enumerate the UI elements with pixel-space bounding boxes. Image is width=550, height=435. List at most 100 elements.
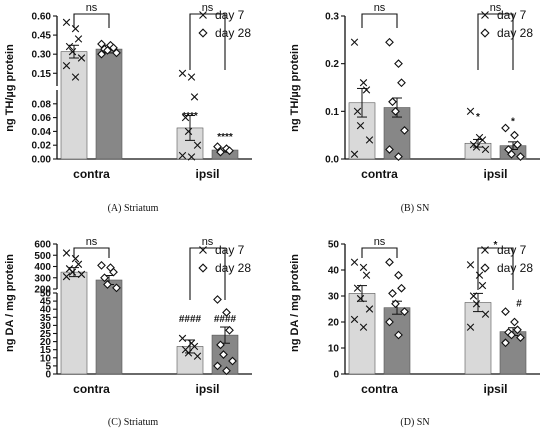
panel-b-point-ipsil-s1-5 — [516, 152, 525, 161]
panel-a-group — [53, 11, 252, 161]
panel-c-y-axis-label: ng DA / mg protein — [4, 254, 16, 352]
panel-a-y-tick-label-lower-2: 0.04 — [32, 127, 52, 138]
panel-d-significance-bracket-1 — [477, 247, 514, 290]
panel-c-point-contra-s0-1 — [71, 254, 80, 263]
panel-d-significance-bracket-0 — [361, 247, 398, 258]
panel-b-caption: (B) SN — [401, 203, 430, 214]
panel-c-y-tick-label-lower-7: 35 — [40, 313, 52, 324]
panel-a-y-tick-label-lower-0: 0.00 — [32, 155, 52, 166]
panel-c-y-tick-label-lower-10: 50 — [40, 289, 52, 300]
panel-c-y-tick-label-lower-2: 10 — [40, 353, 52, 364]
panel-c-point-ipsil-s1-2 — [225, 325, 234, 335]
panel-d-point-contra-s0-7 — [359, 323, 368, 331]
panel-d-caption: (D) SN — [400, 417, 429, 428]
panel-a-significance-bracket-1 — [189, 13, 226, 70]
panel-d-point-contra-s1-6 — [385, 317, 394, 327]
panel-c-y-tick-label-upper-1: 300 — [34, 273, 51, 284]
panel-d-point-contra-s1-4 — [391, 299, 400, 309]
panel-a-significance-label-1: ns — [202, 2, 214, 14]
panel-a-point-contra-s0-2 — [74, 35, 83, 43]
panel-d-legend-day28-marker — [480, 263, 490, 273]
panel-c-point-ipsil-s0-0 — [178, 334, 187, 343]
panel-c-x-category-label-contra: contra — [73, 382, 110, 396]
panel-a-significance-bracket-0 — [73, 13, 110, 28]
panel-a-point-contra-s0-1 — [71, 25, 80, 33]
panel-c-y-tick-label-upper-4: 600 — [34, 240, 51, 251]
panel-b-point-ipsil-s1-0 — [501, 123, 510, 133]
panel-d-y-axis-label: ng DA / mg protein — [289, 254, 301, 352]
panel-d-point-ipsil-s1-6 — [501, 338, 510, 348]
panel-c-y-tick-label-upper-3: 500 — [34, 251, 51, 262]
panel-a-point-ipsil-s0-1 — [187, 73, 196, 81]
panel-b-bar-contra-s0 — [348, 102, 376, 160]
panel-d-bar-contra-s1 — [383, 307, 411, 375]
panel-c-point-contra-s1-0 — [97, 260, 106, 270]
panel-c-point-ipsil-s0-4 — [184, 349, 193, 357]
panel-a-point-ipsil-s1-0 — [213, 142, 222, 151]
panel-b-point-contra-s0-5 — [365, 136, 374, 144]
panel-a-point-ipsil-s1-2 — [225, 146, 234, 156]
panel-a-point-ipsil-s0-3 — [181, 113, 190, 122]
panel-b-y-tick-label-main-0: 0.0 — [325, 155, 339, 166]
panel-d-x-category-label-contra: contra — [361, 382, 398, 396]
panel-d-legend-day28-label: day 28 — [497, 261, 533, 275]
panel-c-point-contra-s0-2 — [74, 260, 83, 268]
panel-b-legend-day7-marker — [481, 11, 489, 19]
panel-a-y-tick-label-lower-4: 0.08 — [32, 99, 52, 110]
panel-d-legend-day7-label: day 7 — [497, 243, 527, 257]
panel-c-y-tick-label-upper-2: 400 — [34, 262, 51, 273]
panel-a-y-axis-label: ng TH/µg protein — [4, 44, 16, 132]
panel-c-point-contra-s1-4 — [103, 280, 112, 289]
panel-b-point-contra-s1-2 — [397, 78, 406, 88]
panel-c-point-ipsil-s1-0 — [213, 295, 222, 304]
panel-c-point-contra-s0-5 — [77, 270, 86, 279]
panel-c-y-tick-label-lower-8: 40 — [40, 305, 52, 316]
panel-b-legend-day7-label: day 7 — [497, 8, 527, 22]
panel-d-point-contra-s0-3 — [353, 284, 362, 292]
panel-b-point-contra-s1-0 — [385, 37, 394, 47]
panel-c-bar-contra-s1 — [95, 279, 123, 375]
panel-d-y-tick-label-main-0: 0 — [333, 370, 339, 381]
panel-c-y-tick-label-lower-1: 5 — [45, 361, 51, 372]
panel-d-point-ipsil-s0-1 — [475, 271, 484, 279]
panel-a-point-contra-s1-6 — [97, 49, 106, 59]
panel-c-x-category-label-ipsil: ipsil — [195, 382, 219, 396]
panel-d-point-contra-s0-0 — [350, 258, 359, 266]
panel-d-point-ipsil-s0-3 — [469, 292, 478, 300]
panel-d-y-tick-label-main-5: 50 — [328, 240, 340, 251]
panel-c-legend-day7-marker — [199, 246, 207, 254]
panel-c-legend-day28-label: day 28 — [215, 261, 251, 275]
panel-a-y-tick-label-lower-1: 0.02 — [32, 141, 52, 152]
panel-a-comparison-mark-s1: **** — [217, 132, 233, 143]
panel-c-significance-label-1: ns — [202, 236, 214, 248]
panel-c-caption: (C) Striatum — [108, 417, 158, 428]
panel-c-point-contra-s1-3 — [100, 273, 109, 283]
panel-d-point-contra-s1-0 — [385, 257, 394, 267]
panel-c-point-ipsil-s1-3 — [216, 340, 225, 350]
panel-b-legend-day28-label: day 28 — [497, 26, 533, 40]
panel-d-significance-label-0: ns — [374, 236, 386, 248]
panel-a-y-tick-label-upper-2: 0.45 — [32, 31, 52, 42]
panel-c-group — [53, 243, 252, 376]
panel-a-point-contra-s0-3 — [65, 42, 74, 51]
panel-d-x-category-label-ipsil: ipsil — [483, 382, 507, 396]
panel-d-point-ipsil-s1-2 — [513, 325, 522, 335]
panel-c-point-ipsil-s1-6 — [213, 361, 222, 371]
panel-a-point-ipsil-s1-3 — [216, 147, 225, 157]
panel-d-group — [341, 243, 540, 375]
panel-b-group — [341, 11, 540, 161]
panel-d-bar-contra-s0 — [348, 293, 376, 375]
panel-d-point-ipsil-s0-2 — [478, 281, 487, 290]
panel-a-legend-day7-label: day 7 — [215, 8, 245, 22]
panel-c-significance-bracket-1 — [189, 247, 226, 300]
panel-a-point-contra-s0-5 — [77, 54, 86, 62]
panel-d-point-contra-s1-3 — [388, 289, 397, 298]
panel-d-point-ipsil-s1-4 — [507, 330, 516, 340]
panel-c-bar-contra-s0 — [60, 271, 88, 375]
panel-a-point-ipsil-s0-0 — [178, 69, 187, 77]
panel-d-comparison-mark-s1: # — [516, 298, 522, 309]
panel-c-point-contra-s1-5 — [112, 283, 121, 293]
panel-a-caption: (A) Striatum — [108, 203, 159, 214]
panel-d-point-ipsil-s0-4 — [472, 300, 481, 308]
